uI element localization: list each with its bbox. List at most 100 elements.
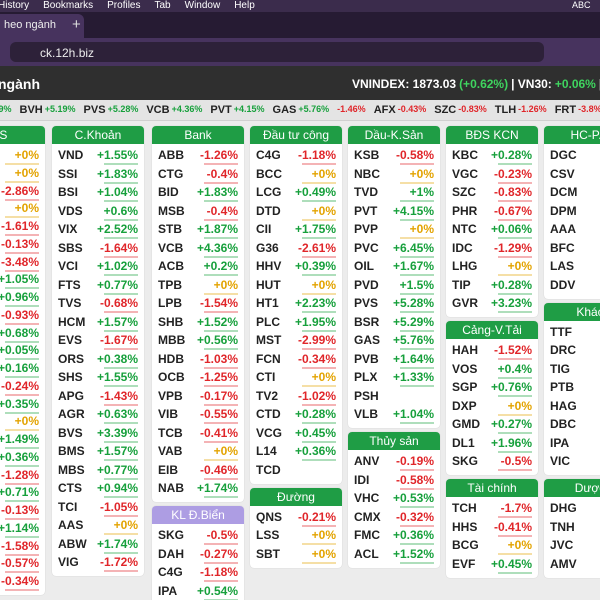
- stock-symbol[interactable]: BCC: [256, 166, 282, 181]
- stock-symbol[interactable]: LPB: [158, 296, 182, 310]
- stock-symbol[interactable]: VCI: [58, 259, 79, 273]
- stock-symbol[interactable]: VCG: [256, 425, 283, 440]
- stock-symbol[interactable]: EVS: [58, 333, 83, 347]
- stock-symbol[interactable]: JVC: [550, 538, 574, 552]
- stock-symbol[interactable]: VIC: [550, 454, 571, 468]
- strip-symbol[interactable]: VCB: [146, 104, 170, 116]
- stock-symbol[interactable]: LAS: [550, 259, 574, 273]
- stock-symbol[interactable]: KBC: [452, 148, 478, 162]
- stock-symbol[interactable]: SGP: [452, 380, 478, 394]
- address-bar[interactable]: [10, 42, 544, 62]
- stock-symbol[interactable]: ACB: [158, 259, 184, 273]
- sector-header[interactable]: C.Khoản: [52, 126, 144, 144]
- stock-symbol[interactable]: BFC: [550, 240, 575, 255]
- stock-symbol[interactable]: HAG: [550, 398, 577, 413]
- stock-symbol[interactable]: TCH: [452, 501, 477, 515]
- stock-symbol[interactable]: PVT: [354, 203, 378, 218]
- stock-symbol[interactable]: QNS: [256, 509, 283, 524]
- stock-symbol[interactable]: G36: [256, 240, 279, 255]
- stock-symbol[interactable]: ABB: [158, 148, 184, 162]
- stock-symbol[interactable]: AMV: [550, 556, 577, 571]
- stock-symbol[interactable]: VND: [58, 148, 84, 162]
- stock-symbol[interactable]: DTD: [256, 203, 281, 218]
- stock-symbol[interactable]: NTC: [452, 222, 477, 236]
- new-tab-button[interactable]: +: [72, 16, 81, 33]
- stock-symbol[interactable]: SHB: [158, 314, 184, 329]
- stock-symbol[interactable]: PVD: [354, 277, 379, 292]
- stock-symbol[interactable]: DXP: [452, 398, 477, 413]
- sector-header[interactable]: HC-P.B: [544, 126, 600, 144]
- menu-item[interactable]: Bookmarks: [43, 0, 94, 11]
- stock-symbol[interactable]: MSB: [158, 203, 185, 218]
- stock-symbol[interactable]: BCG: [452, 538, 479, 552]
- sector-header[interactable]: Dầu-K.Sản: [348, 126, 440, 144]
- stock-symbol[interactable]: SSI: [58, 166, 78, 181]
- stock-symbol[interactable]: ABW: [58, 536, 87, 551]
- sector-header[interactable]: Đường: [250, 487, 342, 506]
- stock-symbol[interactable]: IDC: [452, 240, 473, 255]
- stock-symbol[interactable]: HHV: [256, 259, 282, 273]
- stock-symbol[interactable]: HCM: [58, 314, 86, 329]
- stock-symbol[interactable]: TIG: [550, 361, 570, 376]
- stock-symbol[interactable]: ANV: [354, 454, 380, 468]
- stock-symbol[interactable]: FCN: [256, 351, 281, 366]
- url[interactable]: ck.12h.biz: [40, 46, 95, 60]
- stock-symbol[interactable]: BMS: [58, 444, 85, 458]
- stock-symbol[interactable]: VIB: [158, 407, 179, 421]
- menu-item[interactable]: Profiles: [107, 0, 141, 11]
- stock-symbol[interactable]: C4G: [158, 565, 183, 579]
- strip-symbol[interactable]: PVS: [83, 104, 106, 116]
- strip-symbol[interactable]: BVH: [19, 104, 43, 116]
- stock-symbol[interactable]: MBB: [158, 333, 186, 347]
- stock-symbol[interactable]: VHC: [354, 491, 380, 505]
- stock-symbol[interactable]: LHG: [452, 259, 478, 273]
- active-tab[interactable]: [0, 14, 84, 38]
- sector-header[interactable]: ĐS: [0, 126, 45, 144]
- strip-symbol[interactable]: AFX: [373, 104, 396, 116]
- stock-symbol[interactable]: LCG: [256, 185, 282, 199]
- stock-symbol[interactable]: BSR: [354, 314, 380, 329]
- stock-symbol[interactable]: EVF: [452, 556, 476, 571]
- stock-symbol[interactable]: AAS: [58, 518, 84, 532]
- stock-symbol[interactable]: HDB: [158, 351, 184, 366]
- stock-symbol[interactable]: TTF: [550, 324, 572, 339]
- sector-header[interactable]: Thủy sản: [348, 432, 440, 450]
- stock-symbol[interactable]: BVS: [58, 425, 83, 440]
- stock-symbol[interactable]: HHS: [452, 519, 478, 534]
- stock-symbol[interactable]: APG: [58, 388, 85, 403]
- sector-header[interactable]: BĐS KCN: [446, 126, 538, 144]
- stock-symbol[interactable]: IDI: [354, 472, 370, 487]
- stock-symbol[interactable]: BID: [158, 185, 179, 199]
- stock-symbol[interactable]: VLB: [354, 407, 378, 421]
- stock-symbol[interactable]: HUT: [256, 277, 281, 292]
- stock-symbol[interactable]: SHS: [58, 370, 83, 384]
- stock-symbol[interactable]: DPM: [550, 203, 577, 218]
- stock-symbol[interactable]: CSV: [550, 166, 575, 181]
- stock-symbol[interactable]: DHG: [550, 501, 577, 515]
- strip-symbol[interactable]: FRT: [554, 104, 577, 116]
- stock-symbol[interactable]: DBC: [550, 417, 576, 431]
- stock-symbol[interactable]: FTS: [58, 277, 81, 292]
- stock-symbol[interactable]: TCB: [158, 425, 183, 440]
- stock-symbol[interactable]: DAH: [158, 546, 184, 561]
- sector-header[interactable]: Đầu tư công: [250, 126, 342, 144]
- stock-symbol[interactable]: TNH: [550, 519, 575, 534]
- strip-symbol[interactable]: SZC: [434, 104, 457, 116]
- stock-symbol[interactable]: AGR: [58, 407, 85, 421]
- stock-symbol[interactable]: VOS: [452, 361, 478, 376]
- stock-symbol[interactable]: SZC: [452, 185, 476, 199]
- stock-symbol[interactable]: OCB: [158, 370, 185, 384]
- stock-symbol[interactable]: HT1: [256, 296, 279, 310]
- stock-symbol[interactable]: GMD: [452, 417, 480, 431]
- stock-symbol[interactable]: VGC: [452, 166, 479, 181]
- menu-item[interactable]: History: [0, 0, 30, 11]
- stock-symbol[interactable]: SKG: [158, 528, 185, 542]
- stock-symbol[interactable]: PSH: [354, 388, 379, 403]
- strip-symbol[interactable]: PVT: [210, 104, 232, 116]
- stock-symbol[interactable]: KSB: [354, 148, 380, 162]
- stock-symbol[interactable]: NAB: [158, 481, 184, 495]
- stock-symbol[interactable]: CII: [256, 222, 272, 236]
- stock-symbol[interactable]: CTI: [256, 370, 276, 384]
- stock-symbol[interactable]: DL1: [452, 435, 475, 450]
- tab-title[interactable]: heo ngành: [4, 19, 56, 31]
